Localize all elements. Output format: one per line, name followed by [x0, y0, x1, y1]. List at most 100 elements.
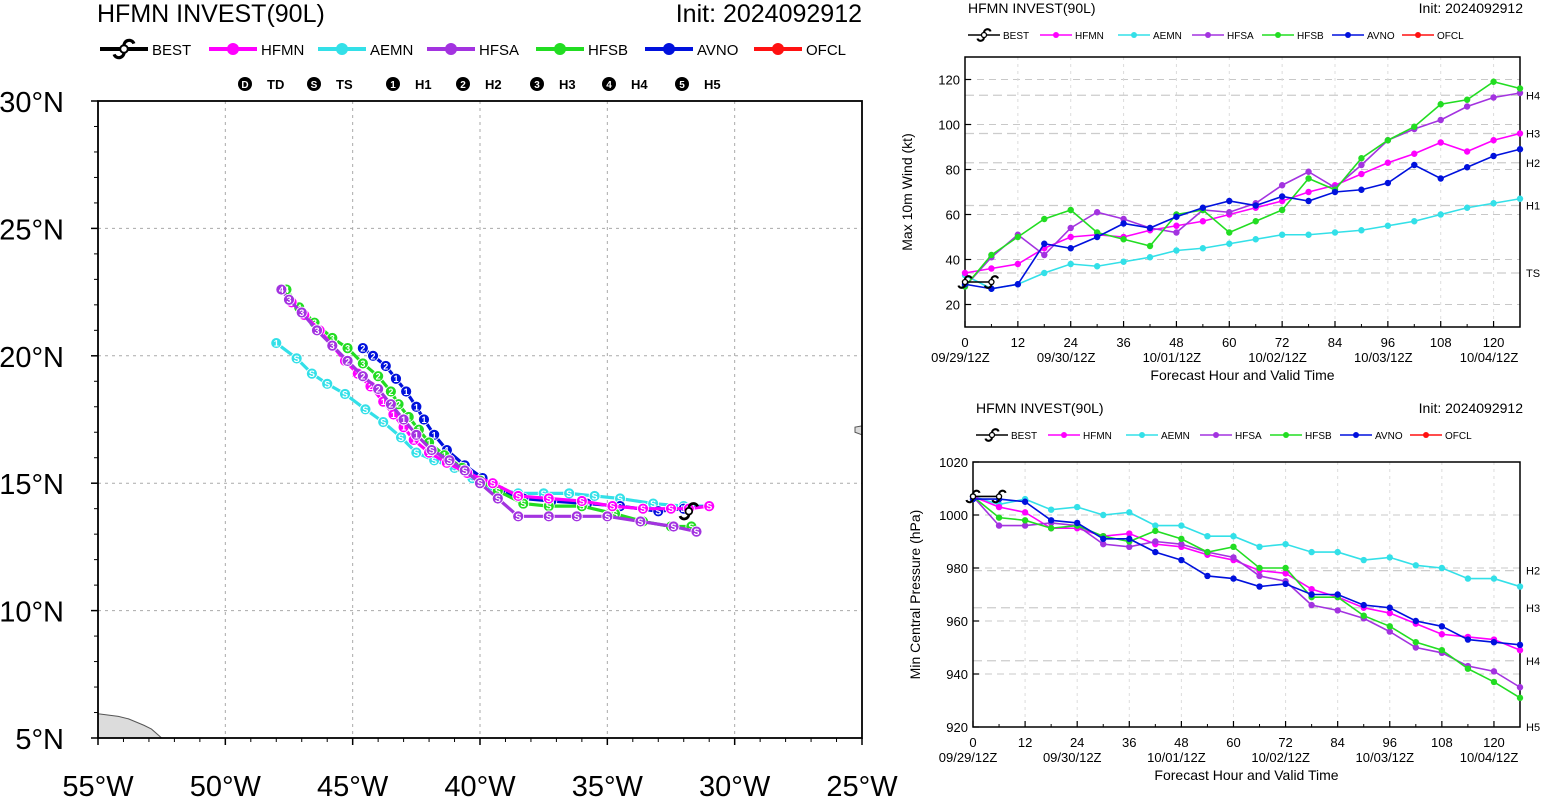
track-point-symbol: 1	[391, 410, 396, 420]
wind-chart-xtick-label: 24	[1063, 335, 1077, 350]
series-point	[1230, 575, 1237, 582]
track-point	[356, 342, 369, 355]
series-point	[1041, 269, 1048, 277]
wind-chart-ytick-label: 80	[946, 163, 960, 178]
series-point	[1331, 188, 1339, 196]
series-point	[1230, 533, 1237, 540]
series-point	[1412, 639, 1420, 646]
pressure-chart-date-label: 09/29/12Z	[939, 750, 998, 765]
legend-item-hfsa: HFSA	[427, 42, 519, 59]
track-point	[270, 337, 283, 349]
track-point-symbol: S	[574, 512, 580, 522]
series-point	[1021, 517, 1029, 524]
series-point	[995, 503, 1003, 511]
track-point-symbol: 1	[401, 423, 406, 433]
intensity-symbol-text: 1	[390, 80, 396, 91]
legend-label: HFMN	[1075, 31, 1104, 42]
intensity-symbol-text: D	[241, 80, 248, 91]
series-point	[1152, 548, 1159, 556]
lat-label: 10°N	[0, 597, 64, 629]
series-point	[1516, 146, 1524, 153]
legend-dot	[772, 43, 784, 55]
track-point-symbol: S	[429, 446, 435, 456]
legend-label: HFMN	[1083, 431, 1112, 442]
lat-label: 30°N	[0, 87, 64, 119]
track-point	[601, 510, 614, 523]
track-point	[703, 500, 716, 513]
track-point-symbol: S	[413, 448, 419, 458]
wind-chart-xtick-label: 12	[1011, 335, 1025, 350]
pressure-chart-xtick-label: 108	[1431, 735, 1453, 750]
pressure-chart-xtick-label: 12	[1018, 735, 1032, 750]
series-point	[1067, 206, 1074, 214]
legend-label: HFSA	[479, 42, 519, 59]
series-point	[1252, 202, 1259, 209]
series-point	[1516, 684, 1524, 691]
intensity-symbol	[307, 77, 321, 91]
series-point	[1490, 575, 1498, 582]
track-point-symbol: 2	[376, 372, 381, 382]
legend-item-avno: AVNO	[645, 42, 738, 59]
track-point	[542, 510, 555, 523]
series-line	[973, 498, 1521, 646]
pressure-chart-threshold-label: H4	[1526, 656, 1540, 668]
series-point	[1256, 583, 1263, 590]
series-point	[1384, 179, 1392, 187]
legend-dot	[1205, 32, 1211, 38]
track-point	[410, 428, 423, 441]
series-point	[1463, 148, 1471, 155]
series-point	[1360, 556, 1367, 564]
series-point	[1308, 591, 1315, 598]
series-point	[1490, 78, 1497, 85]
series-point	[1516, 694, 1524, 702]
lat-label: 5°N	[15, 724, 64, 756]
wind-chart-xtick-label: 108	[1430, 335, 1452, 350]
series-point	[1021, 522, 1029, 529]
track-point	[290, 352, 303, 365]
series-point	[1120, 258, 1127, 265]
series-point	[1516, 646, 1524, 654]
track-point-symbol: 3	[315, 326, 320, 336]
intensity-label: H2	[485, 77, 502, 92]
track-point-symbol: S	[546, 512, 552, 522]
track-point	[570, 510, 583, 523]
track-point-symbol: 1	[432, 430, 437, 440]
track-point	[443, 454, 456, 467]
track-point-symbol: S	[398, 433, 404, 443]
track-point	[377, 416, 390, 428]
pressure-chart-init: Init: 2024092912	[1419, 400, 1524, 416]
series-point	[1199, 204, 1207, 211]
track-point-symbol: S	[342, 390, 348, 400]
series-point	[1463, 204, 1471, 211]
track-point	[397, 413, 410, 426]
wind-chart-legend-hfsa: HFSA	[1192, 31, 1254, 42]
pressure-chart-series-hfmn	[969, 493, 1524, 654]
series-point	[1411, 123, 1418, 130]
legend-item-aemn: AEMN	[318, 42, 413, 59]
best-track-hurricane-icon	[678, 502, 699, 521]
intensity-symbol-text: 2	[460, 80, 466, 91]
series-point	[1226, 209, 1233, 216]
track-point-symbol: 1	[421, 415, 426, 425]
series-point	[1490, 639, 1498, 646]
intensity-legend-h3: 3 H3	[530, 77, 576, 92]
series-point	[1152, 538, 1159, 545]
intensity-legend-ts: S TS	[307, 77, 353, 92]
track-point	[512, 510, 525, 523]
track-point-symbol: S	[688, 522, 694, 532]
track-point-symbol: S	[566, 489, 572, 499]
series-point	[961, 269, 969, 277]
series-point	[1437, 139, 1444, 146]
series-point	[1437, 101, 1444, 108]
wind-chart-ytick-label: 40	[946, 253, 960, 268]
track-point	[512, 490, 525, 502]
series-point	[1126, 509, 1133, 516]
legend-label: AVNO	[697, 42, 738, 59]
track-point	[384, 385, 397, 398]
track-point	[542, 492, 555, 505]
series-point	[1334, 591, 1341, 598]
series-point	[1278, 206, 1286, 214]
intensity-label: H5	[704, 77, 721, 92]
series-point	[1120, 215, 1127, 223]
series-point	[1278, 193, 1286, 200]
